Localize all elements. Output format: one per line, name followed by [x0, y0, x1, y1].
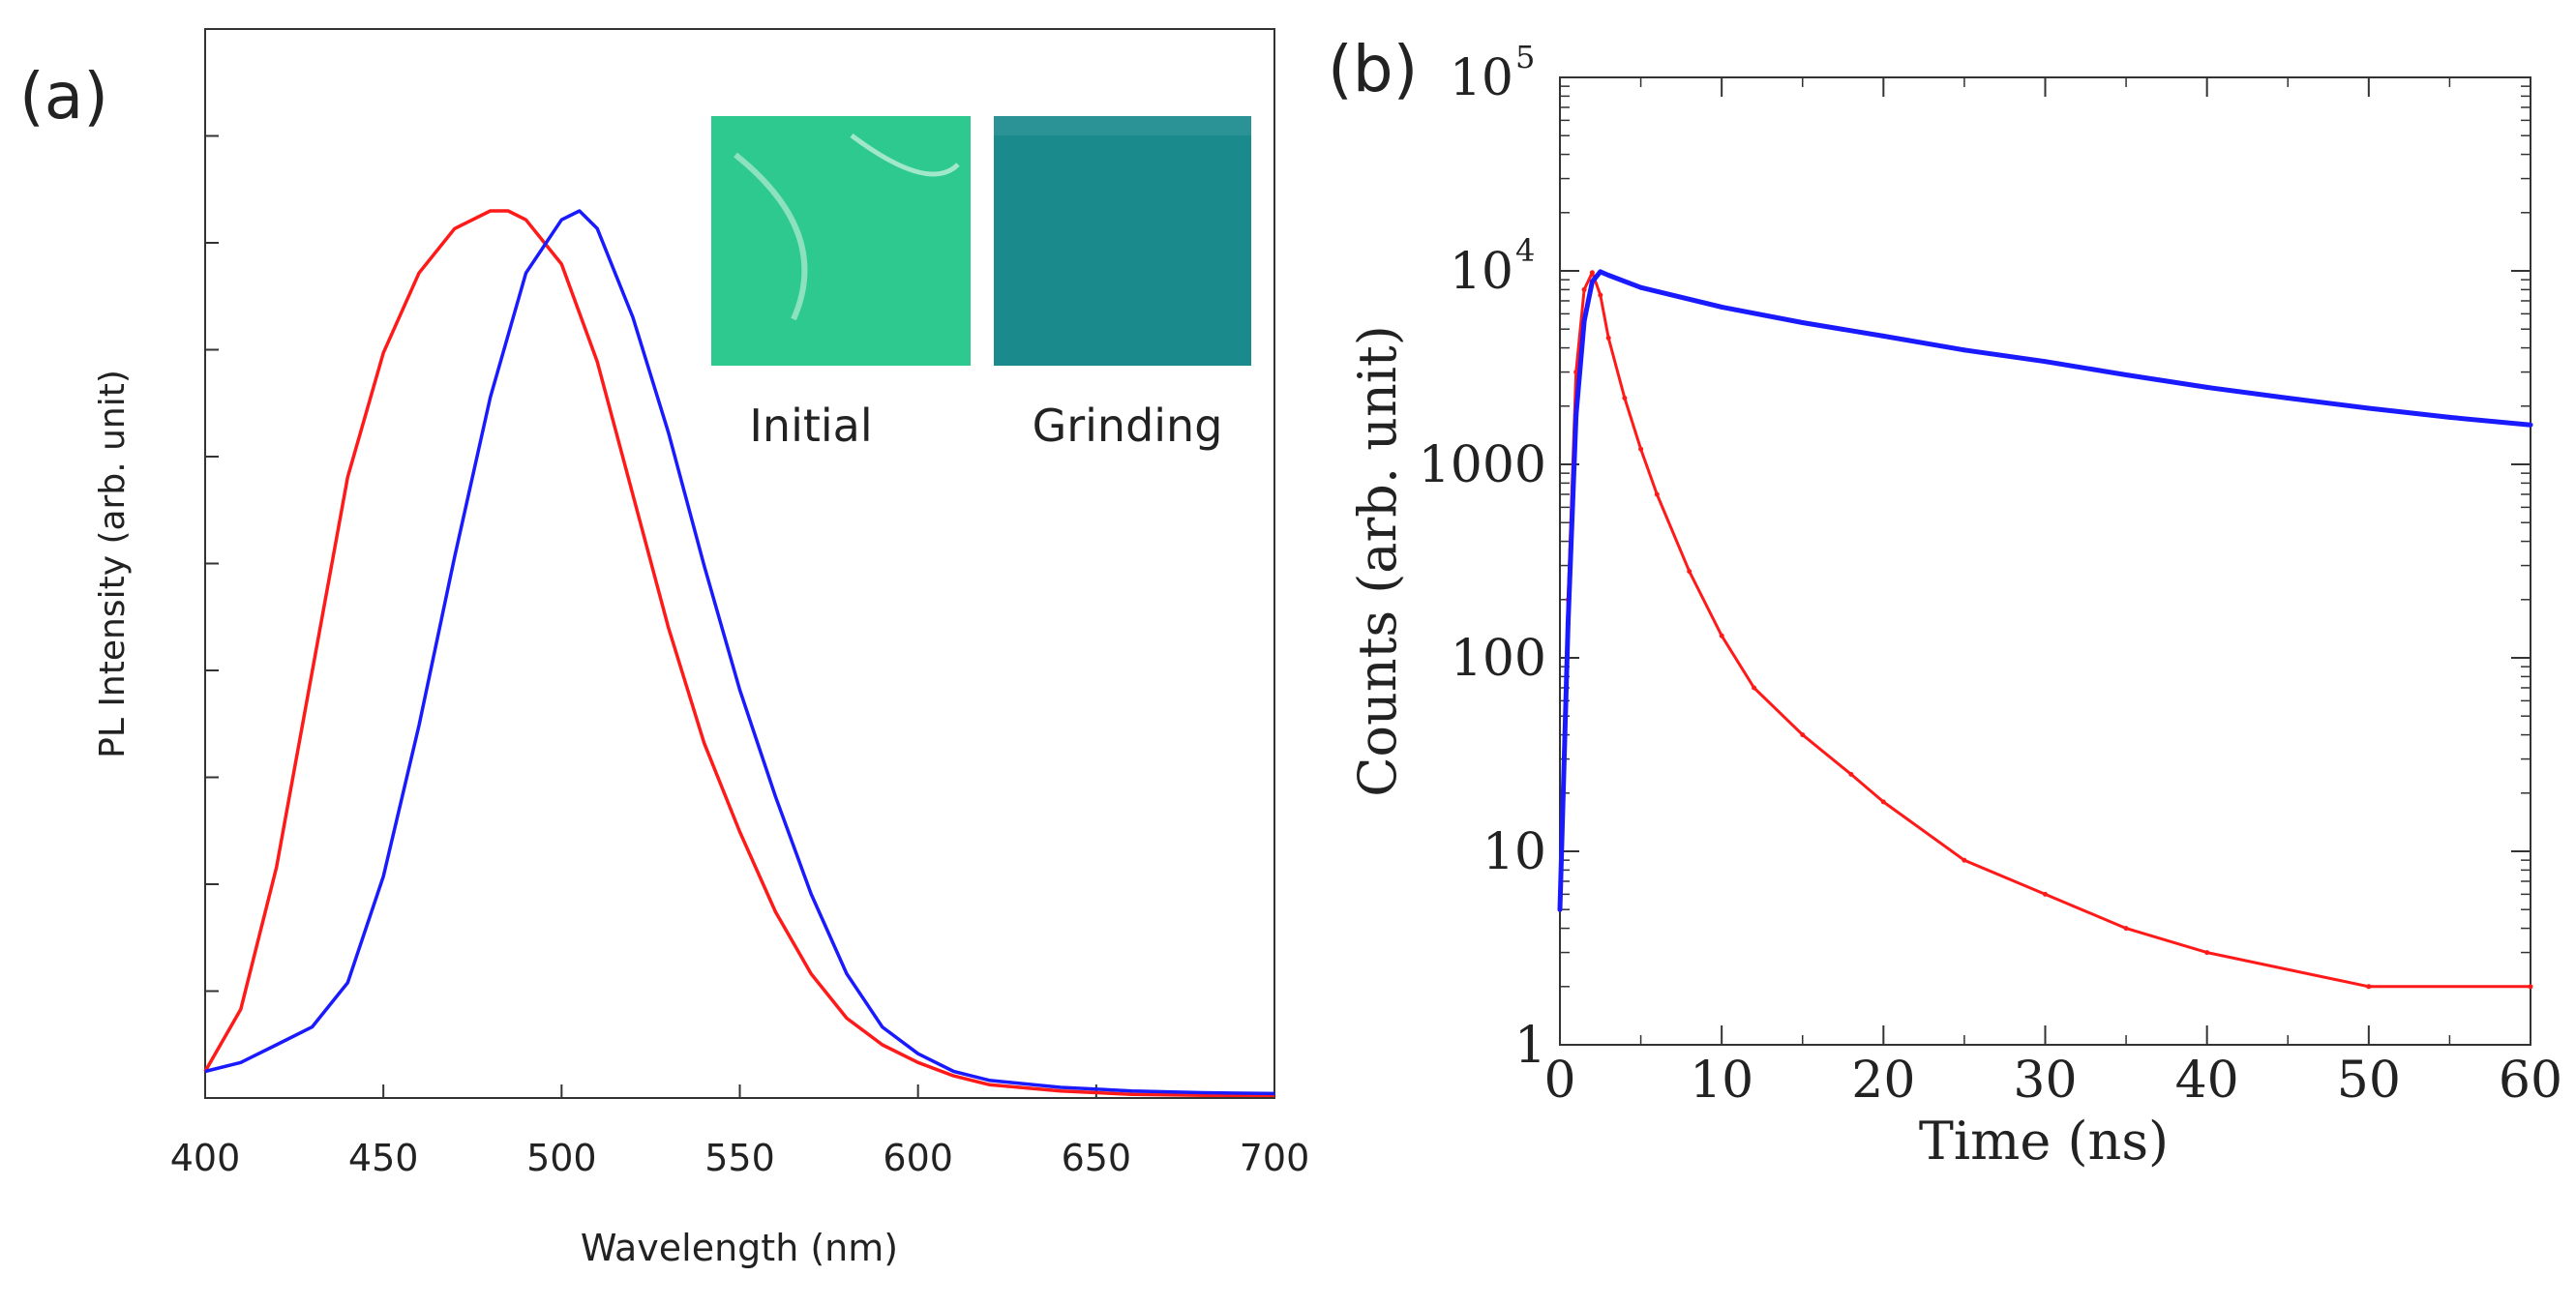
panel-a-x-tick-label: 700 [1240, 1137, 1310, 1179]
panel-b-point-grinding [2285, 396, 2291, 401]
panel-b-point-initial [1800, 732, 1806, 738]
panel-b-point-initial [1880, 799, 1886, 805]
panel-a-x-tick-label: 550 [704, 1137, 775, 1179]
panel-a-y-axis-label: PL Intensity (arb. unit) [93, 370, 133, 758]
panel-b-point-initial [1605, 335, 1611, 341]
panel-b-x-ticks [1559, 77, 2531, 1045]
panel-a-x-tick-label: 600 [883, 1137, 953, 1179]
panel-b-x-tick-label: 0 [1543, 1052, 1575, 1110]
panel-b-point-grinding [2528, 422, 2533, 428]
panel-b-x-axis-label: Time (ns) [1919, 1111, 2169, 1172]
panel-b-point-initial [1638, 446, 1644, 452]
panel-a-x-tick-label: 650 [1062, 1137, 1132, 1179]
panel-b-point-grinding [1719, 304, 1724, 310]
inset-initial-highlight [850, 133, 960, 177]
panel-b-y-tick-label: 10 [1450, 243, 1513, 301]
inset-initial-photo [711, 116, 971, 366]
inset-grinding-label: Grinding [1033, 400, 1223, 452]
panel-b-point-initial [2123, 926, 2129, 932]
panel-b-y-axis-label: Counts (arb. unit) [1347, 325, 1408, 797]
panel-b-series-initial [1558, 271, 2531, 989]
panel-a-x-tick-label: 400 [170, 1137, 241, 1179]
panel-b-point-initial [1719, 633, 1724, 638]
panel-b-point-initial [1589, 270, 1595, 276]
panel-b-point-initial [1687, 569, 1692, 575]
panel-b-point-grinding [1880, 333, 1886, 339]
panel-b-y-tick-label: 1 [1514, 1017, 1546, 1075]
panel-b-point-initial [2528, 984, 2533, 990]
panel-b-point-grinding [1565, 621, 1571, 627]
panel-a-x-tick-labels: 400 450 500 550 600 650 700 [170, 1137, 1310, 1179]
panel-b-point-grinding [2446, 414, 2452, 420]
panel-b-series-grinding [1557, 269, 2531, 910]
panel-b-point-initial [1962, 857, 1967, 863]
panel-a-x-tick-label: 450 [348, 1137, 419, 1179]
inset-initial-highlight [734, 152, 808, 321]
panel-b-point-grinding [2204, 384, 2210, 390]
panel-b-x-tick-labels: 0 10 20 30 40 50 60 [1543, 1052, 2562, 1110]
panel-b-y-tick-exponent: 4 [1515, 232, 1535, 269]
panel-b-x-tick-label: 50 [2337, 1052, 2401, 1110]
panel-a: (a) 400 450 500 550 600 650 700 Wavelength (nm… [19, 28, 1310, 1269]
panel-b-point-initial [1654, 491, 1660, 497]
panel-b-point-initial [1848, 771, 1854, 777]
panel-b-plot-frame [1559, 76, 2531, 1046]
panel-b-point-initial [1598, 292, 1603, 298]
panel-b-label: (b) [1328, 32, 1418, 106]
panel-b-point-initial [2366, 984, 2372, 990]
panel-a-x-ticks [204, 1084, 1275, 1098]
panel-b-series [1557, 269, 2533, 990]
inset-initial-label: Initial [749, 400, 872, 452]
panel-b-point-grinding [1557, 906, 1563, 912]
panel-b-point-grinding [1589, 279, 1595, 284]
panel-b-y-ticks [1560, 76, 2531, 1046]
panel-a-series [203, 209, 1275, 1097]
panel-b-x-tick-label: 60 [2499, 1052, 2562, 1110]
panel-b-point-grinding [2366, 405, 2372, 411]
panel-a-series-initial [203, 209, 1274, 1097]
inset-grinding-sheen [994, 116, 1251, 135]
panel-b-y-tick-label: 100 [1451, 630, 1546, 688]
panel-b-x-tick-label: 40 [2175, 1052, 2239, 1110]
panel-b-point-grinding [2043, 359, 2048, 365]
panel-b-point-grinding [1800, 320, 1806, 325]
panel-a-y-ticks [205, 28, 219, 1099]
panel-b-y-tick-exponent: 5 [1515, 39, 1535, 75]
panel-b-point-initial [1752, 685, 1757, 691]
panel-b-point-grinding [1581, 318, 1587, 324]
inset-grinding-photo [994, 116, 1251, 366]
panel-b-point-initial [2043, 891, 2048, 897]
panel-b-point-grinding [1573, 412, 1579, 418]
panel-b-point-initial [1581, 286, 1587, 292]
panel-b-y-tick-label: 10 [1483, 823, 1546, 881]
panel-b-point-grinding [1605, 273, 1611, 278]
panel-a-x-axis-label: Wavelength (nm) [581, 1227, 898, 1269]
panel-b-point-grinding [2123, 372, 2129, 377]
panel-b-y-tick-label: 10 [1450, 49, 1513, 107]
panel-b-point-initial [2204, 950, 2210, 956]
panel-b-x-tick-label: 20 [1851, 1052, 1915, 1110]
panel-a-x-tick-label: 500 [526, 1137, 597, 1179]
panel-b-point-grinding [1598, 269, 1603, 275]
panel-b-x-tick-label: 30 [2013, 1052, 2077, 1110]
panel-b-x-tick-label: 10 [1690, 1052, 1753, 1110]
panel-b-point-grinding [1638, 284, 1644, 290]
panel-a-label: (a) [19, 59, 108, 134]
inset-photos: Initial Grinding [711, 116, 1251, 452]
panel-a-series-grinding [204, 209, 1275, 1096]
panel-b-point-grinding [1962, 347, 1967, 353]
panel-b-point-initial [1622, 396, 1628, 401]
panel-b-y-tick-label: 1000 [1419, 436, 1546, 494]
